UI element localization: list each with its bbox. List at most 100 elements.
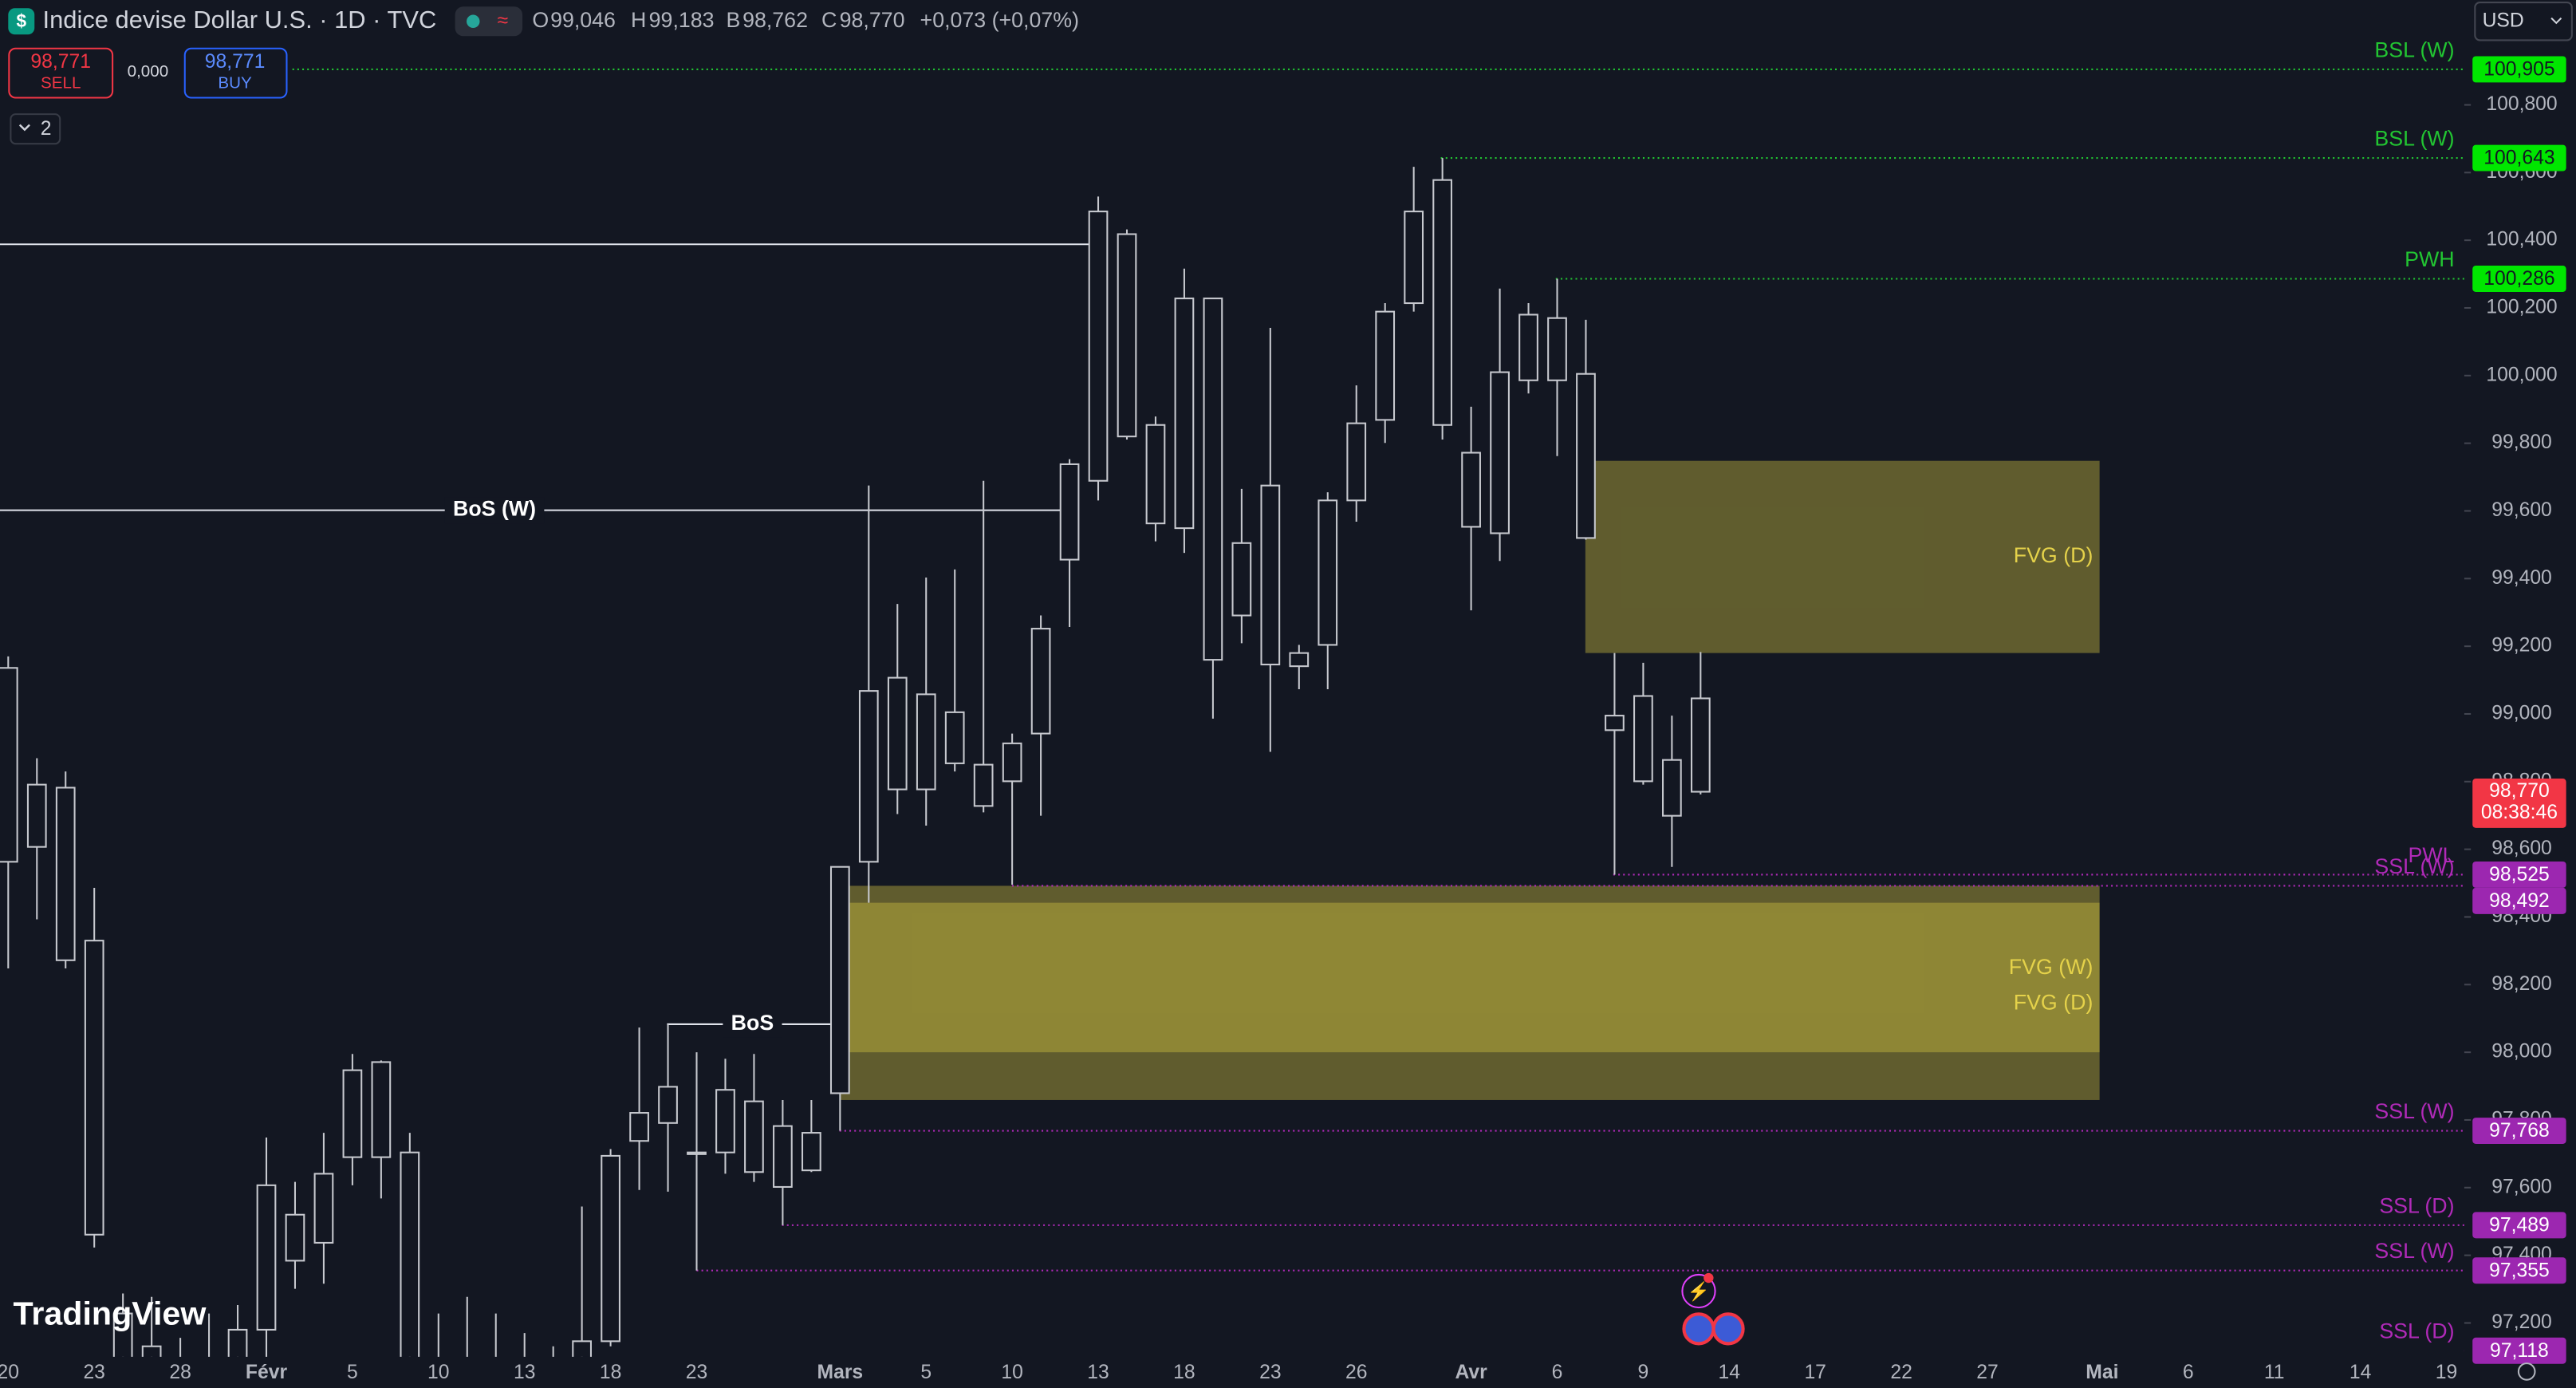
candle-body bbox=[601, 1154, 620, 1343]
price-tag bbox=[2472, 1212, 2566, 1239]
last-price-label: 98,770 bbox=[2489, 780, 2550, 802]
ohlc-key: H bbox=[631, 8, 646, 32]
x-tick-label: 17 bbox=[1804, 1362, 1826, 1383]
x-tick-label: Mai bbox=[2086, 1362, 2118, 1383]
candle-body bbox=[1432, 179, 1452, 426]
candle-body bbox=[227, 1328, 248, 1357]
candle-body bbox=[313, 1173, 334, 1244]
status-chip[interactable] bbox=[455, 6, 523, 37]
status-dot bbox=[467, 14, 480, 29]
x-tick-label: 14 bbox=[2350, 1362, 2372, 1383]
y-tick-label: 98,200 bbox=[2491, 973, 2552, 995]
price-tag-label: 97,118 bbox=[2490, 1340, 2549, 1362]
buy-button[interactable] bbox=[183, 47, 288, 99]
currency-select[interactable] bbox=[2474, 2, 2573, 41]
candle-body bbox=[26, 783, 47, 848]
buy-label: BUY bbox=[218, 73, 252, 92]
ohlc-key: B bbox=[726, 8, 740, 32]
x-tick-label: 5 bbox=[920, 1362, 932, 1383]
candle-body bbox=[858, 690, 879, 863]
indicator-toggle[interactable] bbox=[10, 113, 61, 145]
x-tick-label: 18 bbox=[1173, 1362, 1195, 1383]
level-name: SSL (W) bbox=[2374, 1239, 2454, 1263]
candle-body bbox=[715, 1089, 735, 1153]
price-tag bbox=[2472, 144, 2566, 172]
ohlc-key: C bbox=[821, 8, 837, 32]
x-tick-label: 23 bbox=[83, 1362, 104, 1383]
bos-label: BoS bbox=[731, 1011, 774, 1035]
price-tag bbox=[2472, 56, 2566, 83]
y-tick-label: 100,800 bbox=[2486, 93, 2557, 115]
candle-body bbox=[1461, 451, 1481, 528]
change: +0,073 (+0,07%) bbox=[920, 8, 1079, 32]
candle-body bbox=[658, 1086, 678, 1124]
candle-body bbox=[829, 866, 850, 1094]
fvg-label: FVG (D) bbox=[2014, 990, 2093, 1014]
ohlc-value: 98,770 bbox=[840, 8, 905, 32]
plot-area bbox=[0, 68, 2464, 1357]
ohlc-value: 98,762 bbox=[742, 8, 808, 32]
x-tick-label: Avr bbox=[1455, 1362, 1487, 1383]
sell-button[interactable] bbox=[8, 47, 114, 99]
x-tick-label: 23 bbox=[686, 1362, 707, 1383]
x-tick-label: 5 bbox=[347, 1362, 358, 1383]
x-tick-label: Mars bbox=[817, 1362, 863, 1383]
candle-body bbox=[1145, 424, 1166, 525]
candle-body bbox=[687, 1151, 707, 1155]
x-tick-label: 23 bbox=[1259, 1362, 1281, 1383]
price-tag bbox=[2472, 1337, 2566, 1364]
bos-label-bg bbox=[723, 1011, 782, 1038]
candle-body bbox=[1260, 484, 1281, 666]
price-tag-label: 100,286 bbox=[2483, 268, 2554, 290]
candle-body bbox=[1375, 310, 1396, 421]
x-tick-label: 28 bbox=[169, 1362, 191, 1383]
event-icon[interactable] bbox=[1681, 1273, 1716, 1309]
candle-body bbox=[285, 1213, 305, 1262]
price-tag-label: 98,525 bbox=[2489, 864, 2550, 885]
x-tick-label: 18 bbox=[600, 1362, 621, 1383]
candle-body bbox=[1059, 463, 1080, 561]
price-tag bbox=[2472, 1118, 2566, 1145]
candle-body bbox=[84, 940, 104, 1236]
y-tick-label: 97,600 bbox=[2491, 1176, 2552, 1197]
ohlc-key: O bbox=[532, 8, 549, 32]
symbol-title[interactable]: Indice devise Dollar U.S. · 1D · TVC bbox=[43, 6, 437, 34]
candle-body bbox=[1117, 233, 1137, 438]
chevron bbox=[18, 124, 30, 132]
y-tick-label: 98,000 bbox=[2491, 1041, 2552, 1063]
x-tick-label: 6 bbox=[1552, 1362, 1563, 1383]
price-axis: 97,20097,40097,60097,80098,00098,20098,4… bbox=[2464, 56, 2566, 1364]
x-tick-label: Févr bbox=[246, 1362, 288, 1383]
last-price-tag bbox=[2472, 779, 2566, 828]
level-name: SSL (D) bbox=[2379, 1193, 2454, 1217]
candle-body bbox=[973, 763, 994, 807]
x-tick-label: 11 bbox=[2264, 1362, 2285, 1383]
candle-body bbox=[400, 1151, 420, 1357]
candle-body bbox=[944, 711, 965, 764]
event-flag[interactable] bbox=[1682, 1312, 1715, 1346]
candle-body bbox=[55, 787, 76, 961]
candle-body bbox=[371, 1061, 392, 1158]
x-tick-label: 10 bbox=[1001, 1362, 1022, 1383]
candle-body bbox=[744, 1100, 764, 1173]
indicator-count: 2 bbox=[41, 118, 52, 140]
sell-price: 98,771 bbox=[30, 51, 91, 73]
bos-label-bg bbox=[444, 497, 545, 524]
symbol-icon-glyph: $ bbox=[16, 10, 26, 31]
symbol-icon bbox=[8, 8, 35, 35]
x-tick-label: 22 bbox=[1890, 1362, 1912, 1383]
price-tag-label: 100,643 bbox=[2483, 148, 2554, 169]
candle-body bbox=[1346, 422, 1367, 502]
fvg-label: FVG (W) bbox=[2009, 955, 2093, 979]
x-tick-label: 13 bbox=[1087, 1362, 1109, 1383]
settings-icon[interactable] bbox=[2517, 1362, 2536, 1381]
event-flag[interactable] bbox=[1711, 1312, 1745, 1346]
candle-body bbox=[112, 1312, 133, 1357]
candle-body bbox=[1318, 499, 1338, 646]
level-name: PWL bbox=[2409, 843, 2455, 867]
x-tick-label: 14 bbox=[1719, 1362, 1741, 1383]
level-name: SSL (W) bbox=[2374, 1099, 2454, 1123]
ohlc-value: 99,046 bbox=[550, 8, 616, 32]
y-tick-label: 100,000 bbox=[2486, 364, 2557, 385]
